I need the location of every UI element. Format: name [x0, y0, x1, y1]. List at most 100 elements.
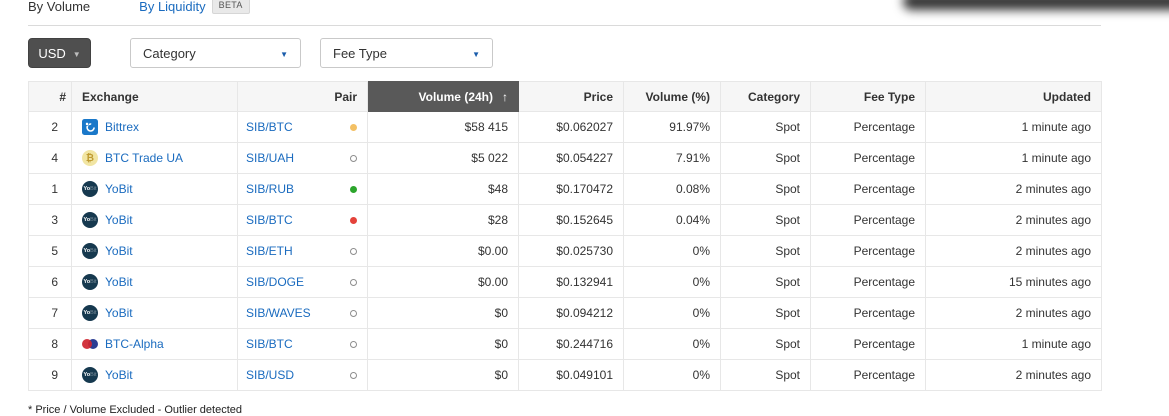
category-filter-value: Category: [143, 45, 196, 61]
column-header-category[interactable]: Category: [720, 81, 811, 112]
fee_type-cell: Percentage: [810, 328, 926, 360]
price-cell: $0.170472: [518, 173, 624, 205]
pair-cell: SIB/WAVES: [237, 297, 368, 329]
volume_pct-cell: 0.08%: [623, 173, 721, 205]
yobit-icon: Yo Bit: [82, 305, 98, 321]
category-cell: Spot: [720, 359, 811, 391]
caret-down-icon: ▼: [280, 49, 288, 59]
pair-cell: SIB/DOGE: [237, 266, 368, 298]
exchange-cell-content: Yo Bit YoBit: [82, 243, 227, 259]
pair-link[interactable]: SIB/WAVES: [246, 306, 311, 320]
pair-status-dot-hollow: [350, 371, 357, 379]
yobit-icon: Yo Bit: [82, 181, 98, 197]
column-header-fee_type[interactable]: Fee Type: [810, 81, 926, 112]
exchange-link[interactable]: YoBit: [105, 244, 133, 258]
pair-link[interactable]: SIB/DOGE: [246, 275, 305, 289]
updated-cell: 1 minute ago: [925, 142, 1102, 174]
volume_pct-cell: 91.97%: [623, 111, 721, 143]
updated-cell: 2 minutes ago: [925, 359, 1102, 391]
pair-status-dot-green: [350, 185, 357, 193]
exchange-link[interactable]: YoBit: [105, 213, 133, 227]
exchange-cell-content: Yo Bit YoBit: [82, 305, 227, 321]
exchange-cell-content: BTC-Alpha: [82, 336, 227, 352]
column-label: #: [59, 89, 66, 104]
exchange-cell: Yo Bit YoBit: [71, 297, 238, 329]
exchange-cell-content: Yo Bit YoBit: [82, 274, 227, 290]
column-header-rank[interactable]: #: [28, 81, 72, 112]
exchange-link[interactable]: YoBit: [105, 275, 133, 289]
exchange-cell: Yo Bit YoBit: [71, 204, 238, 236]
exchange-cell-content: Yo Bit YoBit: [82, 367, 227, 383]
column-label: Category: [747, 89, 800, 104]
fee-type-filter-value: Fee Type: [333, 45, 387, 61]
category-cell: Spot: [720, 297, 811, 329]
pair-cell-content: SIB/BTC: [246, 337, 357, 351]
column-header-pair[interactable]: Pair: [237, 81, 368, 112]
tab-by-liquidity[interactable]: By Liquidity: [139, 0, 206, 14]
category-cell: Spot: [720, 266, 811, 298]
exchange-link[interactable]: YoBit: [105, 182, 133, 196]
table-row: 6 Yo Bit YoBit SIB/DOGE $0.00 $0.132941 0% Spot P…: [28, 266, 1102, 298]
pair-link[interactable]: SIB/USD: [246, 368, 295, 382]
column-header-volume_pct[interactable]: Volume (%): [623, 81, 721, 112]
pair-cell-content: SIB/DOGE: [246, 275, 357, 289]
rank-cell: 8: [28, 328, 72, 360]
category-filter-select[interactable]: Category ▼: [130, 38, 301, 68]
pair-link[interactable]: SIB/ETH: [246, 244, 293, 258]
volume_24h-cell: $58 415: [367, 111, 519, 143]
updated-cell: 1 minute ago: [925, 111, 1102, 143]
category-cell: Spot: [720, 328, 811, 360]
pair-status-dot-hollow: [350, 309, 357, 317]
category-cell: Spot: [720, 204, 811, 236]
table-row: 3 Yo Bit YoBit SIB/BTC $28 $0.152645 0.04% Spot P…: [28, 204, 1102, 236]
table-row: 4 ₿ BTC Trade UA SIB/UAH $5 022 $0.054227 7.91…: [28, 142, 1102, 174]
table-row: 8 BTC-Alpha SIB/BTC $0 $0.244716 0% Spot Percen…: [28, 328, 1102, 360]
column-label: Updated: [1043, 89, 1091, 104]
exchange-cell: Yo Bit YoBit: [71, 173, 238, 205]
exchange-cell-content: Bittrex: [82, 119, 227, 135]
column-header-volume_24h[interactable]: Volume (24h) ↑: [367, 81, 519, 112]
fee_type-cell: Percentage: [810, 235, 926, 267]
pair-link[interactable]: SIB/BTC: [246, 213, 293, 227]
rank-cell: 1: [28, 173, 72, 205]
volume_24h-cell: $0.00: [367, 266, 519, 298]
exchange-link[interactable]: BTC Trade UA: [105, 151, 184, 165]
updated-cell: 1 minute ago: [925, 328, 1102, 360]
pair-link[interactable]: SIB/RUB: [246, 182, 295, 196]
window-shadow-bar: [903, 0, 1169, 10]
column-header-updated[interactable]: Updated: [925, 81, 1102, 112]
btc-trade-ua-icon: ₿: [82, 150, 98, 166]
yobit-icon: Yo Bit: [82, 212, 98, 228]
pair-link[interactable]: SIB/BTC: [246, 337, 293, 351]
column-label: Price: [583, 89, 613, 104]
caret-down-icon: ▼: [472, 49, 480, 59]
tabs-divider: [28, 25, 1101, 26]
exchange-cell: Yo Bit YoBit: [71, 266, 238, 298]
currency-dropdown-button[interactable]: USD ▼: [28, 38, 91, 68]
price-cell: $0.094212: [518, 297, 624, 329]
volume_24h-cell: $5 022: [367, 142, 519, 174]
table-row: 7 Yo Bit YoBit SIB/WAVES $0 $0.094212 0% Spot Per…: [28, 297, 1102, 329]
exchange-link[interactable]: Bittrex: [105, 120, 140, 134]
tab-by-volume[interactable]: By Volume: [28, 0, 91, 14]
column-header-exchange[interactable]: Exchange: [71, 81, 238, 112]
exchange-cell: Yo Bit YoBit: [71, 359, 238, 391]
table-header-row: # Exchange Pair Volume (24h) ↑ Price Volume (%…: [28, 81, 1102, 112]
exchange-link[interactable]: YoBit: [105, 306, 133, 320]
price-cell: $0.025730: [518, 235, 624, 267]
exchange-link[interactable]: BTC-Alpha: [105, 337, 164, 351]
pair-status-dot-red: [350, 216, 357, 224]
exchange-cell-content: Yo Bit YoBit: [82, 181, 227, 197]
pair-cell: SIB/ETH: [237, 235, 368, 267]
exchange-link[interactable]: YoBit: [105, 368, 133, 382]
column-header-price[interactable]: Price: [518, 81, 624, 112]
pair-link[interactable]: SIB/UAH: [246, 151, 295, 165]
category-cell: Spot: [720, 142, 811, 174]
pair-cell-content: SIB/BTC: [246, 120, 357, 134]
fee-type-filter-select[interactable]: Fee Type ▼: [320, 38, 493, 68]
table-row: 9 Yo Bit YoBit SIB/USD $0 $0.049101 0% Spot Perce…: [28, 359, 1102, 391]
updated-cell: 2 minutes ago: [925, 204, 1102, 236]
rank-cell: 2: [28, 111, 72, 143]
pair-link[interactable]: SIB/BTC: [246, 120, 293, 134]
rank-cell: 7: [28, 297, 72, 329]
